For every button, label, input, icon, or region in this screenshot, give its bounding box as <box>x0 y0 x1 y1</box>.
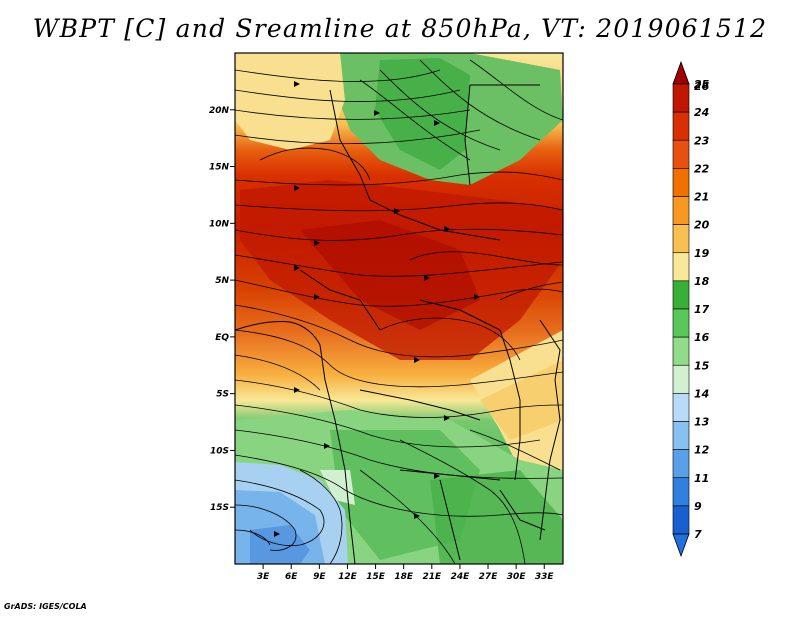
colorbar-label: 14 <box>694 387 709 400</box>
colorbar-swatch <box>672 168 690 197</box>
colorbar-swatch <box>672 393 690 422</box>
lat-tick-label: EQ <box>215 333 229 343</box>
colorbar-label: 20 <box>694 219 710 232</box>
colorbar-swatch <box>672 111 690 141</box>
map-frame <box>234 52 564 565</box>
lat-tick-label: 15S <box>210 503 229 513</box>
colorbar-label: 15 <box>694 359 710 372</box>
lon-axis: 3E 6E 9E 12E 15E 18E 21E 24E 27E 30E 33E <box>257 564 555 582</box>
colorbar-label: 22 <box>694 162 710 175</box>
streamline-arrows <box>274 81 480 537</box>
colorbar-label: 9 <box>694 500 702 513</box>
colorbar-label: 19 <box>694 247 710 260</box>
lon-tick-label: 3E <box>257 572 270 582</box>
lon-tick-label: 27E <box>479 572 499 582</box>
colorbar-swatch <box>672 139 690 169</box>
country-borders <box>235 84 561 564</box>
grads-credit: GrADS: IGES/COLA <box>4 602 87 611</box>
colorbar-swatch <box>672 280 690 310</box>
colorbar-label: 24 <box>694 106 709 119</box>
lon-tick-label: 18E <box>394 572 414 582</box>
lon-tick-label: 6E <box>285 572 298 582</box>
colorbar-swatch <box>672 252 690 282</box>
colorbar-swatch <box>672 196 690 225</box>
colorbar-swatch <box>672 308 690 338</box>
map-title: WBPT [C] and Sreamline at 850hPa, VT: 20… <box>32 14 768 43</box>
colorbar-swatch <box>672 421 690 450</box>
lat-tick-label: 15N <box>209 163 230 173</box>
lat-axis: 20N 15N 10N 5N EQ 5S 10S 15S <box>209 106 235 513</box>
colorbar-label: 13 <box>694 416 710 429</box>
colorbar-label: 23 <box>694 134 710 147</box>
colorbar-swatch <box>672 83 690 113</box>
colorbar-max-triangle <box>672 60 690 85</box>
lat-tick-label: 5S <box>216 390 229 400</box>
colorbar-label: 26 <box>694 80 710 93</box>
wbpt-field <box>235 53 563 564</box>
lon-tick-label: 9E <box>313 572 326 582</box>
lon-tick-label: 12E <box>338 572 358 582</box>
lat-tick-label: 10N <box>209 219 230 229</box>
lat-tick-label: 20N <box>209 106 230 116</box>
colorbar-label: 12 <box>694 444 710 457</box>
lon-tick-label: 30E <box>507 572 527 582</box>
colorbar-label: 11 <box>694 472 709 485</box>
colorbar-swatch <box>672 477 690 507</box>
colorbar-swatch <box>672 364 690 394</box>
lon-tick-label: 15E <box>366 572 386 582</box>
colorbar-label: 21 <box>694 191 709 204</box>
lon-tick-label: 24E <box>451 572 471 582</box>
streamlines <box>235 59 563 564</box>
lat-tick-label: 10S <box>210 446 229 456</box>
lon-tick-label: 33E <box>535 572 555 582</box>
colorbar-label: 25 <box>694 78 710 91</box>
colorbar-min-triangle <box>672 533 690 558</box>
colorbar-label: 16 <box>694 331 710 344</box>
lat-tick-label: 5N <box>215 276 229 286</box>
colorbar-swatch <box>672 336 690 366</box>
colorbar-label: 18 <box>694 275 710 288</box>
lon-tick-label: 21E <box>422 572 442 582</box>
colorbar-label: 17 <box>694 303 710 316</box>
colorbar-swatch <box>672 505 690 535</box>
colorbar-swatch <box>672 449 690 479</box>
colorbar-swatch <box>672 224 690 254</box>
colorbar-label: 7 <box>694 528 702 541</box>
